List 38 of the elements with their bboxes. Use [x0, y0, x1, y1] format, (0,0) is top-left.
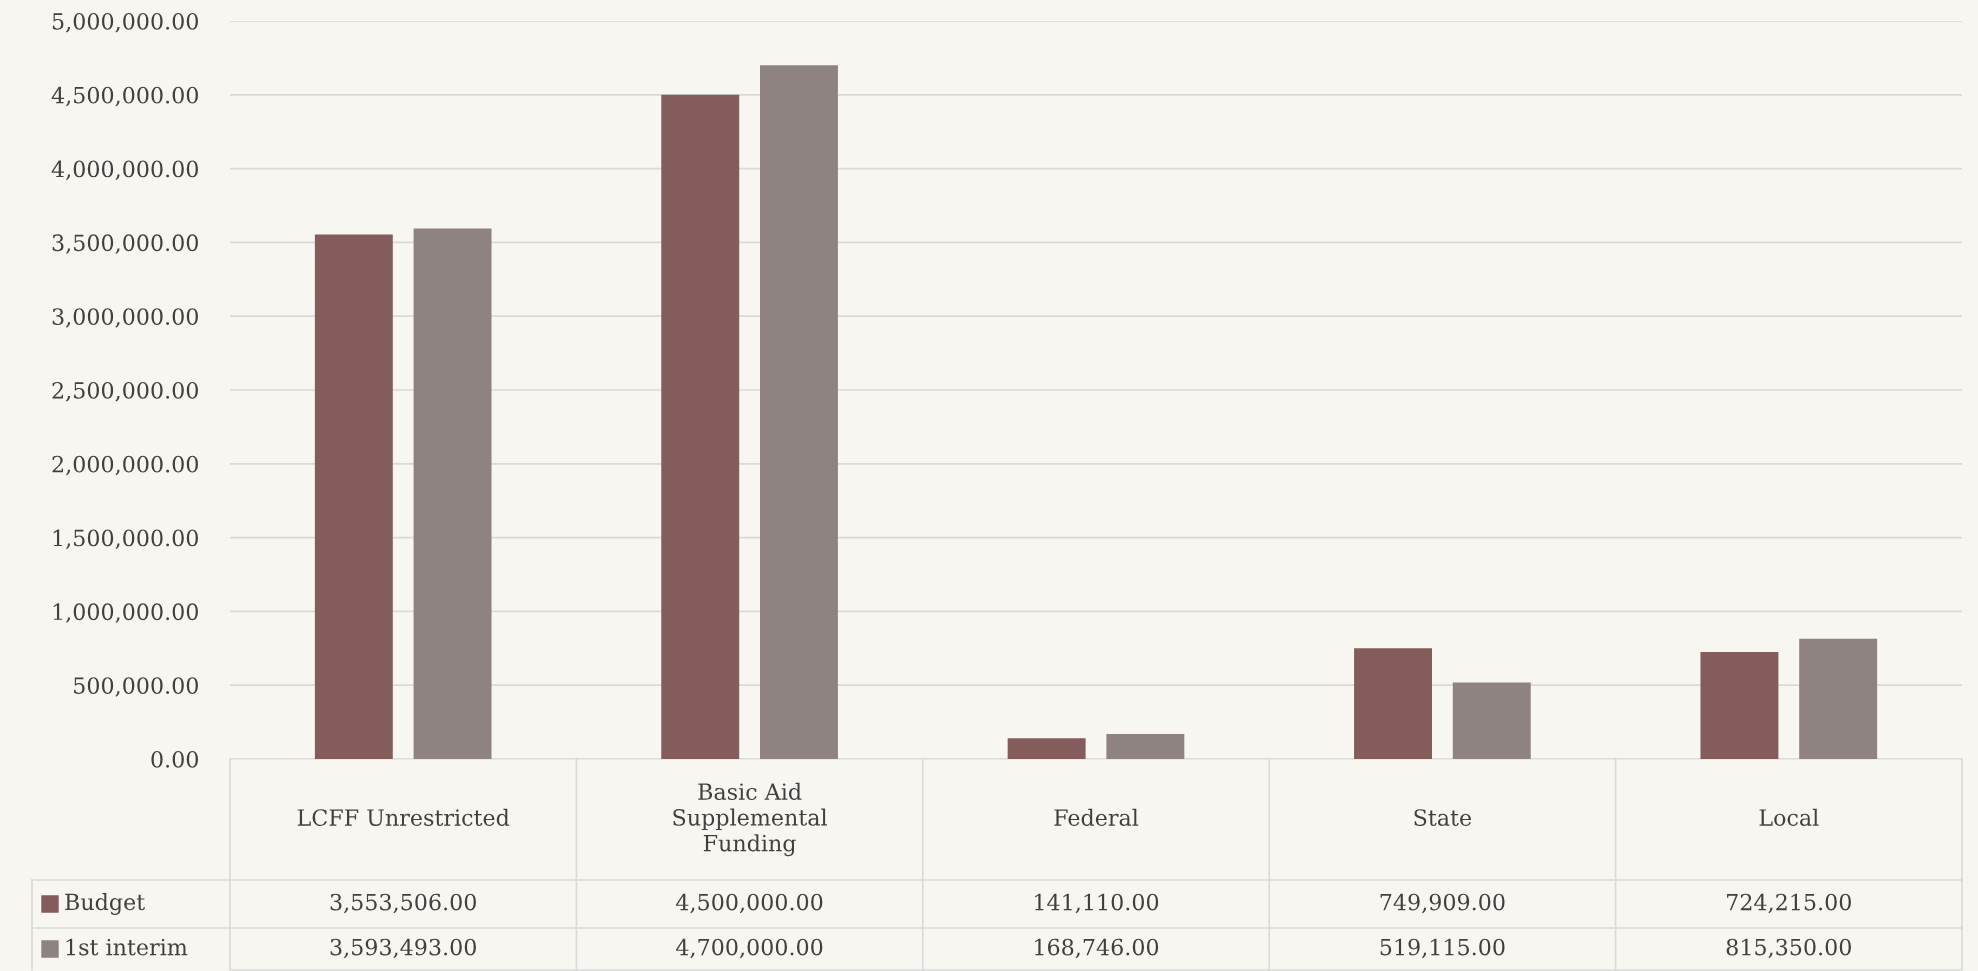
x-tick-label: State [1414, 809, 1472, 826]
data-label: 3,593,493.00 [330, 938, 476, 959]
bar [1106, 734, 1185, 759]
data-label: 168,746.00 [1035, 938, 1159, 959]
bar [661, 94, 740, 759]
data-label: 4,500,000.00 [676, 893, 823, 914]
y-tick-label: 4,500,000.00 [51, 86, 198, 107]
data-label: 724,215.00 [1727, 893, 1851, 914]
y-tick-label: 1,000,000.00 [53, 603, 198, 623]
x-tick-label: LCFF Unrestricted [297, 808, 510, 826]
legend-label: 1st interim [66, 938, 188, 956]
y-tick-label: 3,500,000.00 [52, 234, 198, 254]
legend-label: Budget [65, 893, 145, 915]
bar [1007, 738, 1086, 759]
y-tick-label: 500,000.00 [74, 677, 198, 697]
bar [413, 228, 492, 759]
x-tick-label: Federal [1054, 808, 1139, 826]
data-label: 519,115.00 [1380, 938, 1505, 959]
data-label: 3,553,506.00 [330, 893, 476, 914]
x-tick-label: Local [1759, 808, 1819, 826]
data-label: 4,700,000.00 [676, 938, 823, 959]
y-tick-label: 4,000,000.00 [51, 160, 198, 181]
data-label: 749,909.00 [1380, 893, 1505, 914]
y-tick-label: 0.00 [151, 750, 198, 768]
y-tick-label: 2,500,000.00 [52, 381, 198, 402]
bar [1799, 638, 1878, 759]
y-tick-label: 5,000,000.00 [52, 12, 198, 33]
bar [759, 65, 838, 759]
y-tick-label: 3,000,000.00 [52, 308, 198, 328]
bar [314, 234, 393, 759]
y-tick-label: 1,500,000.00 [53, 529, 198, 550]
x-tick-label: Basic Aid Supplemental Funding [673, 782, 827, 857]
bar [1354, 648, 1433, 759]
y-tick-label: 2,000,000.00 [52, 455, 198, 476]
bar [1700, 652, 1779, 759]
bar [1452, 682, 1531, 759]
data-label: 815,350.00 [1726, 938, 1851, 959]
data-label: 141,110.00 [1035, 893, 1159, 914]
